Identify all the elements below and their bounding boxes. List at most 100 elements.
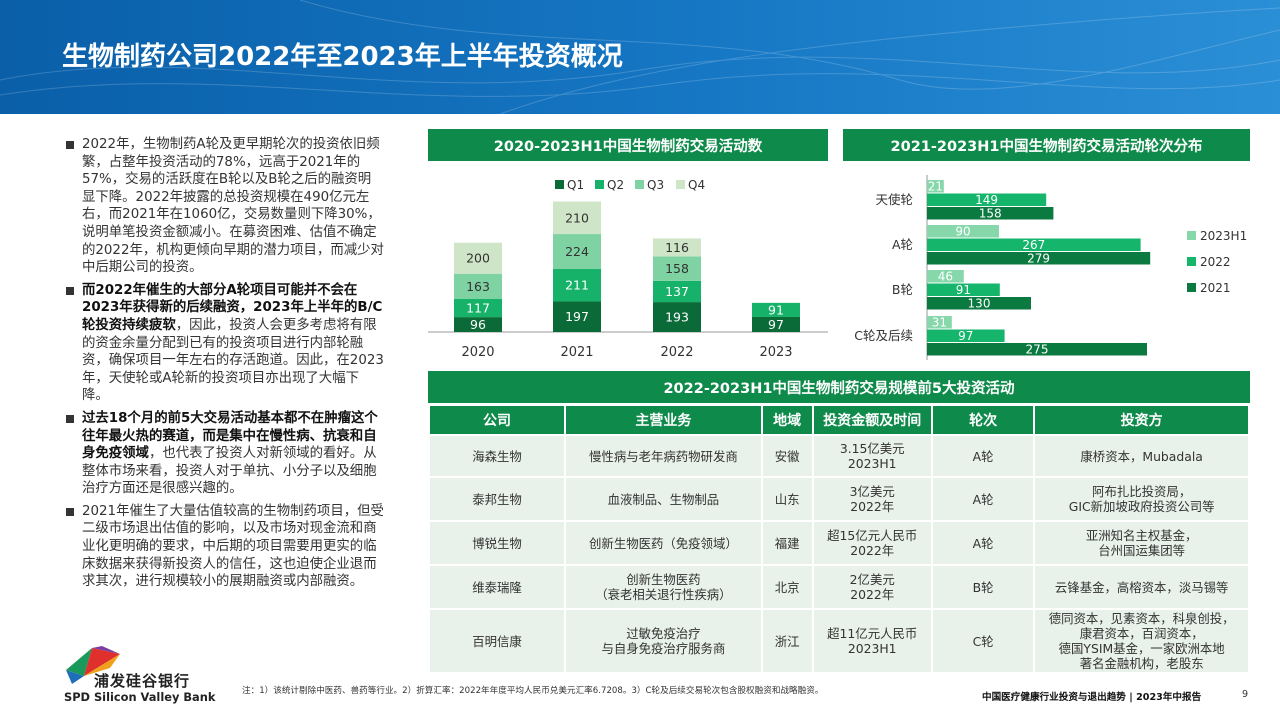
bar — [927, 316, 952, 329]
table-cell-company: 泰邦生物 — [430, 478, 564, 520]
legend-swatch — [595, 180, 604, 189]
x-tick-label: 2023 — [759, 345, 792, 360]
cell-line: GIC新加坡政府投资公司等 — [1068, 499, 1215, 514]
bullet-text: 2022年，生物制药A轮及更早期轮次的投资依旧频繁，占整年投资活动的78%，远高… — [82, 137, 384, 276]
bar-data-label: 96 — [470, 317, 486, 332]
bar-segment — [752, 302, 800, 317]
column-header: 轮次 — [932, 406, 1034, 434]
table-cell-investors: 亚洲知名主权基金， 台州国运集团等 — [1035, 522, 1248, 564]
bullet-square-icon — [66, 414, 74, 423]
bar — [927, 193, 1047, 206]
table-body: 海森生物 慢性病与老年病药物研发商 安徽 3.15亿美元 2023H1 A轮 康桥资本，Mu… — [430, 436, 1248, 672]
bar-data-label: 97 — [958, 329, 973, 343]
bullet-square-icon — [66, 507, 74, 516]
cell-line: （衰老相关退行性疾病） — [595, 587, 732, 602]
page-title: 生物制药公司2022年至2023年上半年投资概况 — [62, 42, 623, 72]
cell-line: 2022年 — [850, 499, 895, 514]
bar-data-label: 137 — [665, 284, 689, 299]
cell-line: 过敏免疫治疗 — [626, 626, 701, 641]
bar-data-label: 279 — [1027, 252, 1050, 266]
bar-data-label: 90 — [955, 225, 970, 239]
table-row: 海森生物 慢性病与老年病药物研发商 安徽 3.15亿美元 2023H1 A轮 康桥资本，Mu… — [430, 436, 1248, 476]
header-wave-decoration — [0, 0, 1280, 114]
table-cell-round: A轮 — [932, 522, 1034, 564]
y-tick-label: C轮及后续 — [854, 328, 913, 343]
legend-swatch — [1187, 257, 1196, 266]
cell-line: 云锋基金，高榕资本，淡马锡等 — [1054, 579, 1229, 595]
legend-label: Q3 — [647, 178, 664, 192]
table-cell-round: C轮 — [932, 610, 1034, 672]
table-cell-round: A轮 — [932, 478, 1034, 520]
table-cell-amount: 3.15亿美元 2023H1 — [813, 436, 931, 476]
cell-line: 与自身免疫治疗服务商 — [601, 641, 726, 656]
page-number: 9 — [1242, 689, 1249, 700]
cell-line: 德国YSIM基金，一家欧洲本地 — [1058, 641, 1225, 656]
bar — [927, 270, 964, 283]
column-header: 公司 — [430, 406, 564, 434]
legend-label: 2021 — [1200, 281, 1231, 295]
logo-text-en: SPD Silicon Valley Bank — [64, 690, 216, 704]
column-header: 主营业务 — [565, 406, 761, 434]
table-header-row: 公司 主营业务 地域 投资金额及时间 轮次 投资方 — [430, 406, 1248, 434]
cell-line: 超15亿元人民币 — [827, 528, 918, 543]
table-cell-investors: 云锋基金，高榕资本，淡马锡等 — [1035, 566, 1248, 608]
cell-line: 慢性病与老年病药物研发商 — [589, 448, 738, 464]
table-cell-investors: 阿布扎比投资局， GIC新加坡政府投资公司等 — [1035, 478, 1248, 520]
footer-report-name: 中国医疗健康行业投资与退出趋势 | 2023年中报告 — [982, 692, 1202, 703]
table-row: 博锐生物 创新生物医药（免疫领域） 福建 超15亿元人民币 2022年 A轮 亚洲知名主权基… — [430, 522, 1248, 564]
bar — [927, 225, 999, 238]
bar-data-label: 211 — [565, 278, 589, 293]
cell-line: 创新生物医药（免疫领域） — [589, 535, 738, 551]
table-cell-amount: 超15亿元人民币 2022年 — [813, 522, 931, 564]
cell-line: 阿布扎比投资局， — [1092, 484, 1192, 499]
table-cell-investors: 德同资本，见素资本，科泉创投， 康君资本，百润资本， 德国YSIM基金，一家欧洲本地… — [1035, 610, 1248, 672]
cell-line: 2023H1 — [847, 641, 897, 656]
bar-data-label: 267 — [1022, 238, 1045, 252]
bar-data-label: 31 — [932, 316, 947, 330]
bar-segment — [653, 302, 701, 332]
legend-label: 2023H1 — [1200, 229, 1247, 243]
bar-segment — [653, 280, 701, 303]
table-cell-region: 福建 — [762, 522, 812, 564]
bar-segment — [454, 298, 502, 318]
cell-line: 2023H1 — [847, 456, 897, 471]
cell-line: 康桥资本，Mubadala — [1080, 448, 1203, 464]
bar — [927, 238, 1141, 251]
bar-data-label: 91 — [768, 302, 784, 317]
legend-swatch — [676, 180, 685, 189]
table-cell-round: A轮 — [932, 436, 1034, 476]
bullet-text-bold: 而2022年催生的大部分A轮项目可能并不会在2023年获得新的后续融资，2023… — [82, 282, 383, 333]
cell-line: 台州国运集团等 — [1098, 543, 1186, 558]
bullet-text: ，也代表了投资人对新领域的看好。从整体市场来看，投资人对于单抗、小分子以及细胞治… — [82, 446, 377, 497]
table-cell-company: 百明信康 — [430, 610, 564, 672]
bar — [927, 180, 944, 193]
cell-line: 德同资本，见素资本，科泉创投， — [1048, 611, 1235, 626]
column-header: 地域 — [762, 406, 812, 434]
bar-data-label: 163 — [466, 279, 490, 294]
x-tick-label: 2021 — [560, 345, 593, 360]
bar-segment — [454, 317, 502, 332]
bar — [927, 207, 1054, 220]
table-row: 维泰瑞隆 创新生物医药 （衰老相关退行性疾病） 北京 2亿美元 2022年 B轮 云锋基金，高… — [430, 566, 1248, 608]
cell-line: 2022年 — [850, 543, 895, 558]
table-cell-region: 北京 — [762, 566, 812, 608]
table-row: 泰邦生物 血液制品、生物制品 山东 3亿美元 2022年 A轮 阿布扎比投资局， GIC新加坡… — [430, 478, 1248, 520]
bar — [927, 283, 1000, 296]
x-tick-label: 2022 — [660, 345, 693, 360]
legend-label: 2022 — [1200, 255, 1231, 269]
bar-data-label: 197 — [565, 309, 589, 324]
table-cell-company: 博锐生物 — [430, 522, 564, 564]
table-title: 2022-2023H1中国生物制药交易规模前5大投资活动 — [428, 371, 1250, 403]
table-cell-region: 安徽 — [762, 436, 812, 476]
bar-segment — [454, 242, 502, 274]
bar-data-label: 130 — [968, 297, 991, 311]
legend-swatch — [555, 180, 564, 189]
table-cell-region: 山东 — [762, 478, 812, 520]
bar-segment — [454, 273, 502, 299]
bar-data-label: 193 — [665, 310, 689, 325]
cell-line: 2亿美元 — [849, 572, 895, 587]
table-cell-amount: 超11亿元人民币 2023H1 — [813, 610, 931, 672]
table-cell-business: 血液制品、生物制品 — [565, 478, 761, 520]
bullet-text: ，因此，投资人会更多考虑将有限的资金余量分配到已有的投资项目进行内部轮融资，确保… — [82, 317, 384, 404]
